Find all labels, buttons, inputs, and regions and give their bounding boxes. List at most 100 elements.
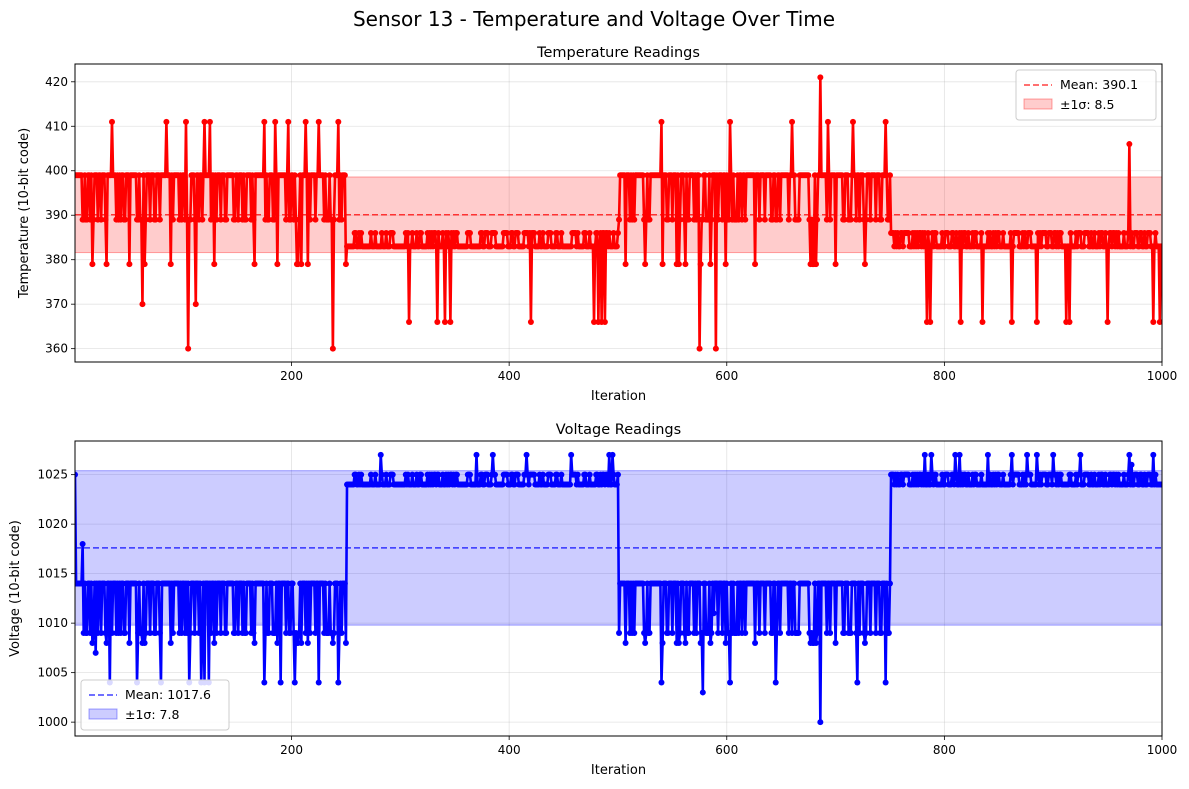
data-point — [304, 639, 311, 646]
data-point — [610, 230, 617, 237]
data-point — [514, 230, 521, 237]
data-point — [941, 243, 948, 250]
data-point — [900, 243, 907, 250]
data-point — [211, 639, 218, 646]
data-point — [867, 216, 874, 223]
data-point — [199, 630, 206, 637]
data-point — [693, 630, 700, 637]
data-point — [805, 172, 812, 179]
data-point — [604, 471, 611, 478]
data-point — [756, 216, 763, 223]
data-point — [108, 630, 115, 637]
data-point — [817, 74, 824, 81]
data-point — [582, 230, 589, 237]
data-point — [138, 630, 145, 637]
x-tick-label: 1000 — [1147, 743, 1178, 757]
data-point — [921, 451, 928, 458]
data-point — [698, 630, 705, 637]
data-point — [719, 216, 726, 223]
data-point — [817, 719, 824, 726]
data-point — [885, 630, 892, 637]
y-tick-label: 1020 — [37, 517, 68, 531]
data-point — [642, 639, 649, 646]
data-point — [453, 471, 460, 478]
data-point — [616, 216, 623, 223]
data-point — [707, 261, 714, 268]
data-point — [1080, 481, 1087, 488]
data-point — [98, 630, 105, 637]
data-point — [342, 639, 349, 646]
data-point — [138, 216, 145, 223]
legend: Mean: 1017.6 ±1σ: 7.8 — [80, 679, 230, 731]
data-point — [213, 630, 220, 637]
data-point — [187, 216, 194, 223]
data-point — [1033, 318, 1040, 325]
data-point — [322, 172, 329, 179]
y-tick-label: 420 — [45, 75, 68, 89]
data-point — [330, 216, 337, 223]
data-point — [404, 471, 411, 478]
data-point — [1152, 230, 1159, 237]
data-point — [1115, 471, 1122, 478]
data-point — [616, 630, 623, 637]
data-point — [785, 216, 792, 223]
x-tick-label: 200 — [280, 369, 303, 383]
data-point — [453, 230, 460, 237]
y-tick-label: 400 — [45, 164, 68, 178]
data-point — [217, 216, 224, 223]
data-point — [122, 216, 129, 223]
data-point — [274, 639, 281, 646]
data-point — [523, 451, 530, 458]
data-point — [289, 580, 296, 587]
data-point — [265, 216, 272, 223]
data-point — [586, 230, 593, 237]
data-point — [631, 630, 638, 637]
legend-box — [1015, 69, 1157, 121]
data-point — [707, 639, 714, 646]
data-point — [639, 172, 646, 179]
data-point — [978, 230, 985, 237]
data-point — [1077, 230, 1084, 237]
legend-mean-label: Mean: 390.1 — [1060, 77, 1138, 92]
data-point — [302, 118, 309, 125]
data-point — [699, 689, 706, 696]
data-point — [312, 216, 319, 223]
data-point — [957, 318, 964, 325]
data-point — [631, 216, 638, 223]
data-point — [658, 679, 665, 686]
data-point — [367, 230, 374, 237]
data-point — [1128, 461, 1135, 468]
data-point — [307, 630, 314, 637]
data-point — [208, 630, 215, 637]
data-point — [268, 172, 275, 179]
data-point — [1152, 471, 1159, 478]
data-point — [473, 451, 480, 458]
data-point — [514, 471, 521, 478]
data-point — [742, 630, 749, 637]
data-point — [326, 580, 333, 587]
data-point — [167, 639, 174, 646]
data-point — [142, 216, 149, 223]
data-point — [418, 471, 425, 478]
data-point — [378, 471, 385, 478]
data-point — [1120, 230, 1127, 237]
data-point — [730, 172, 737, 179]
data-point — [984, 451, 991, 458]
data-point — [955, 243, 962, 250]
data-point — [675, 261, 682, 268]
chart-title: Temperature Readings — [536, 45, 700, 61]
data-point — [844, 172, 851, 179]
data-point — [1091, 230, 1098, 237]
data-point — [789, 118, 796, 125]
legend: Mean: 390.1 ±1σ: 8.5 — [1015, 69, 1157, 121]
data-point — [372, 471, 379, 478]
data-point — [832, 261, 839, 268]
data-point — [298, 639, 305, 646]
data-point — [141, 261, 148, 268]
data-point — [1022, 481, 1029, 488]
data-point — [251, 261, 258, 268]
data-point — [272, 118, 279, 125]
data-point — [972, 471, 979, 478]
data-point — [180, 172, 187, 179]
data-point — [1076, 471, 1083, 478]
